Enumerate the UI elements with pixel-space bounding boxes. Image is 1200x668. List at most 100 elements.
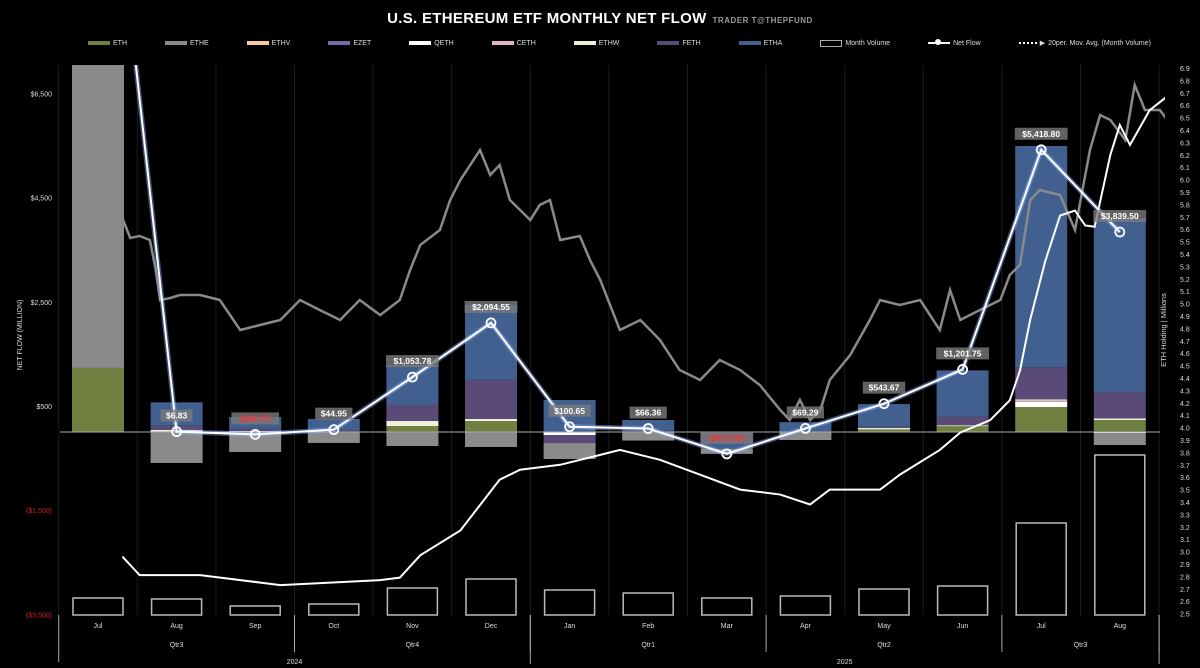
- bar-segment-feth: [1015, 367, 1068, 400]
- x-tick-label: Jan: [564, 623, 575, 630]
- y2-tick-label: 3.0: [1180, 550, 1190, 557]
- quarter-label: Qtr3: [170, 642, 184, 649]
- legend-item-ethv: ETHV: [246, 39, 290, 47]
- bar-segment-etha: [779, 422, 832, 432]
- month-volume-bar: [1015, 522, 1067, 616]
- legend-label: ETHA: [763, 39, 783, 47]
- quarter-label: Qtr2: [877, 642, 891, 649]
- y2-tick-label: 3.5: [1180, 488, 1190, 495]
- legend-swatch: [165, 41, 187, 45]
- data-label-bg: [160, 409, 193, 422]
- legend-label: Net Flow: [953, 39, 981, 47]
- y2-tick-label: 4.5: [1180, 364, 1190, 371]
- data-label-bg: [786, 406, 824, 419]
- net-flow-point: [249, 428, 261, 440]
- net-flow-data-label: $3,839.50: [1101, 211, 1139, 221]
- legend-item-etha: ETHA: [738, 39, 783, 47]
- legend: ETH ETHE ETHV EZET QETH CETH ETHW FETH ETHA Month…: [88, 39, 1189, 47]
- x-tick-label: Mar: [721, 623, 734, 630]
- y2-tick-label: 4.8: [1180, 326, 1190, 333]
- chart-subtitle: TRADER T@THEPFUND: [712, 16, 813, 25]
- bar-segment-feth: [1093, 392, 1146, 419]
- month-volume-bar: [229, 605, 281, 616]
- bar-segment-ethe: [307, 432, 360, 443]
- y2-tick-label: 3.3: [1180, 512, 1190, 519]
- y-axis-title: NET FLOW (MILLION): [17, 300, 24, 371]
- legend-item-ezet: EZET: [328, 39, 371, 47]
- bar-segment-feth: [307, 430, 360, 432]
- y2-tick-label: 4.6: [1180, 351, 1190, 358]
- y2-tick-label: 6.1: [1180, 165, 1190, 172]
- bar-segment-etha: [622, 420, 675, 431]
- month-volume-bar: [72, 597, 124, 616]
- x-tick-label: Oct: [328, 623, 339, 630]
- legend-swatch: [328, 41, 351, 45]
- bar-segment-ethw: [1015, 399, 1068, 401]
- y2-tick-label: 3.6: [1180, 475, 1190, 482]
- y2-tick-label: 4.1: [1180, 413, 1190, 420]
- bar-segment-ethe: [229, 432, 282, 452]
- month-volume-bar: [465, 578, 517, 616]
- bar-segment-feth: [858, 426, 910, 428]
- data-label-bg: [1093, 210, 1147, 223]
- y2-tick-label: 6.8: [1180, 78, 1190, 85]
- y2-tick-label: 5.9: [1180, 190, 1190, 197]
- y2-tick-label: 3.7: [1180, 463, 1190, 470]
- net-flow-data-label: $543.67: [869, 383, 900, 393]
- y2-tick-label: 5.6: [1180, 227, 1190, 234]
- data-label-bg: [936, 347, 989, 360]
- net-flow-point: [957, 364, 968, 375]
- bar-segment-eth: [1093, 420, 1146, 432]
- x-tick-label: Jul: [94, 623, 103, 630]
- y2-tick-label: 4.4: [1180, 376, 1190, 383]
- month-volume-bar: [543, 589, 596, 616]
- plot-area: $6.83 ($46.07) $44.95 $1,053.78 $2,094.55 $10…: [58, 65, 1165, 616]
- legend-item-month-volume: Month Volume: [820, 39, 890, 47]
- eth-holdings-line: [121, 96, 1165, 587]
- legend-item-ethe: ETHE: [165, 39, 209, 47]
- net-flow-data-label: ($46.07): [239, 413, 271, 423]
- y2-tick-label: 5.5: [1180, 240, 1190, 247]
- bar-segment-ethe: [622, 432, 675, 441]
- legend-item-qeth: QETH: [409, 39, 454, 47]
- bar-segment-ethe: [700, 448, 753, 454]
- quarter-label: Qtr4: [406, 642, 420, 649]
- net-flow-point: [1114, 226, 1126, 238]
- net-flow-line: [134, 65, 1121, 455]
- data-label-bg: [386, 355, 439, 368]
- y2-tick-label: 6.6: [1180, 103, 1190, 110]
- y-tick-label: $6,500: [31, 91, 53, 98]
- data-label-bg: [1014, 127, 1068, 140]
- bar-segment-feth: [465, 379, 517, 419]
- x-tick-label: Apr: [800, 623, 812, 630]
- y2-tick-label: 3.4: [1180, 500, 1190, 507]
- y2-tick-label: 6.3: [1180, 140, 1190, 147]
- y2-axis-title: ETH Holding | Millions: [1159, 293, 1168, 367]
- legend-item-20per-mov-avg-month-volume-: ▶ 20per. Mov. Avg. (Month Volume): [1018, 39, 1151, 47]
- y2-tick-label: 6.4: [1180, 128, 1190, 135]
- bar-segment-ethw: [229, 430, 282, 432]
- y-tick-label: $500: [36, 404, 52, 411]
- y2-tick-label: 5.8: [1180, 202, 1190, 209]
- y-tick-label: $2,500: [31, 300, 53, 307]
- y2-tick-label: 5.4: [1180, 252, 1190, 259]
- y2-tick-label: 4.7: [1180, 339, 1190, 346]
- data-label-bg: [231, 412, 279, 425]
- y2-tick-label: 2.8: [1180, 574, 1190, 581]
- quarter-label: Qtr1: [641, 642, 655, 649]
- y2-tick-label: 4.3: [1180, 388, 1190, 395]
- legend-swatch: [820, 39, 843, 47]
- y2-tick-label: 6.2: [1180, 153, 1190, 160]
- y2-tick-label: 6.9: [1180, 66, 1190, 73]
- month-volume-bar: [858, 588, 910, 616]
- data-label-bg: [315, 407, 353, 420]
- legend-swatch: [88, 41, 110, 45]
- y2-tick-label: 4.2: [1180, 401, 1190, 408]
- bar-segment-ethe: [543, 443, 596, 460]
- bar-segment-ethw: [465, 418, 517, 422]
- bar-segment-ethe: [72, 65, 124, 368]
- y2-tick-label: 3.8: [1180, 450, 1190, 457]
- legend-label: EZET: [353, 39, 372, 47]
- y2-tick-label: 5.3: [1180, 264, 1190, 271]
